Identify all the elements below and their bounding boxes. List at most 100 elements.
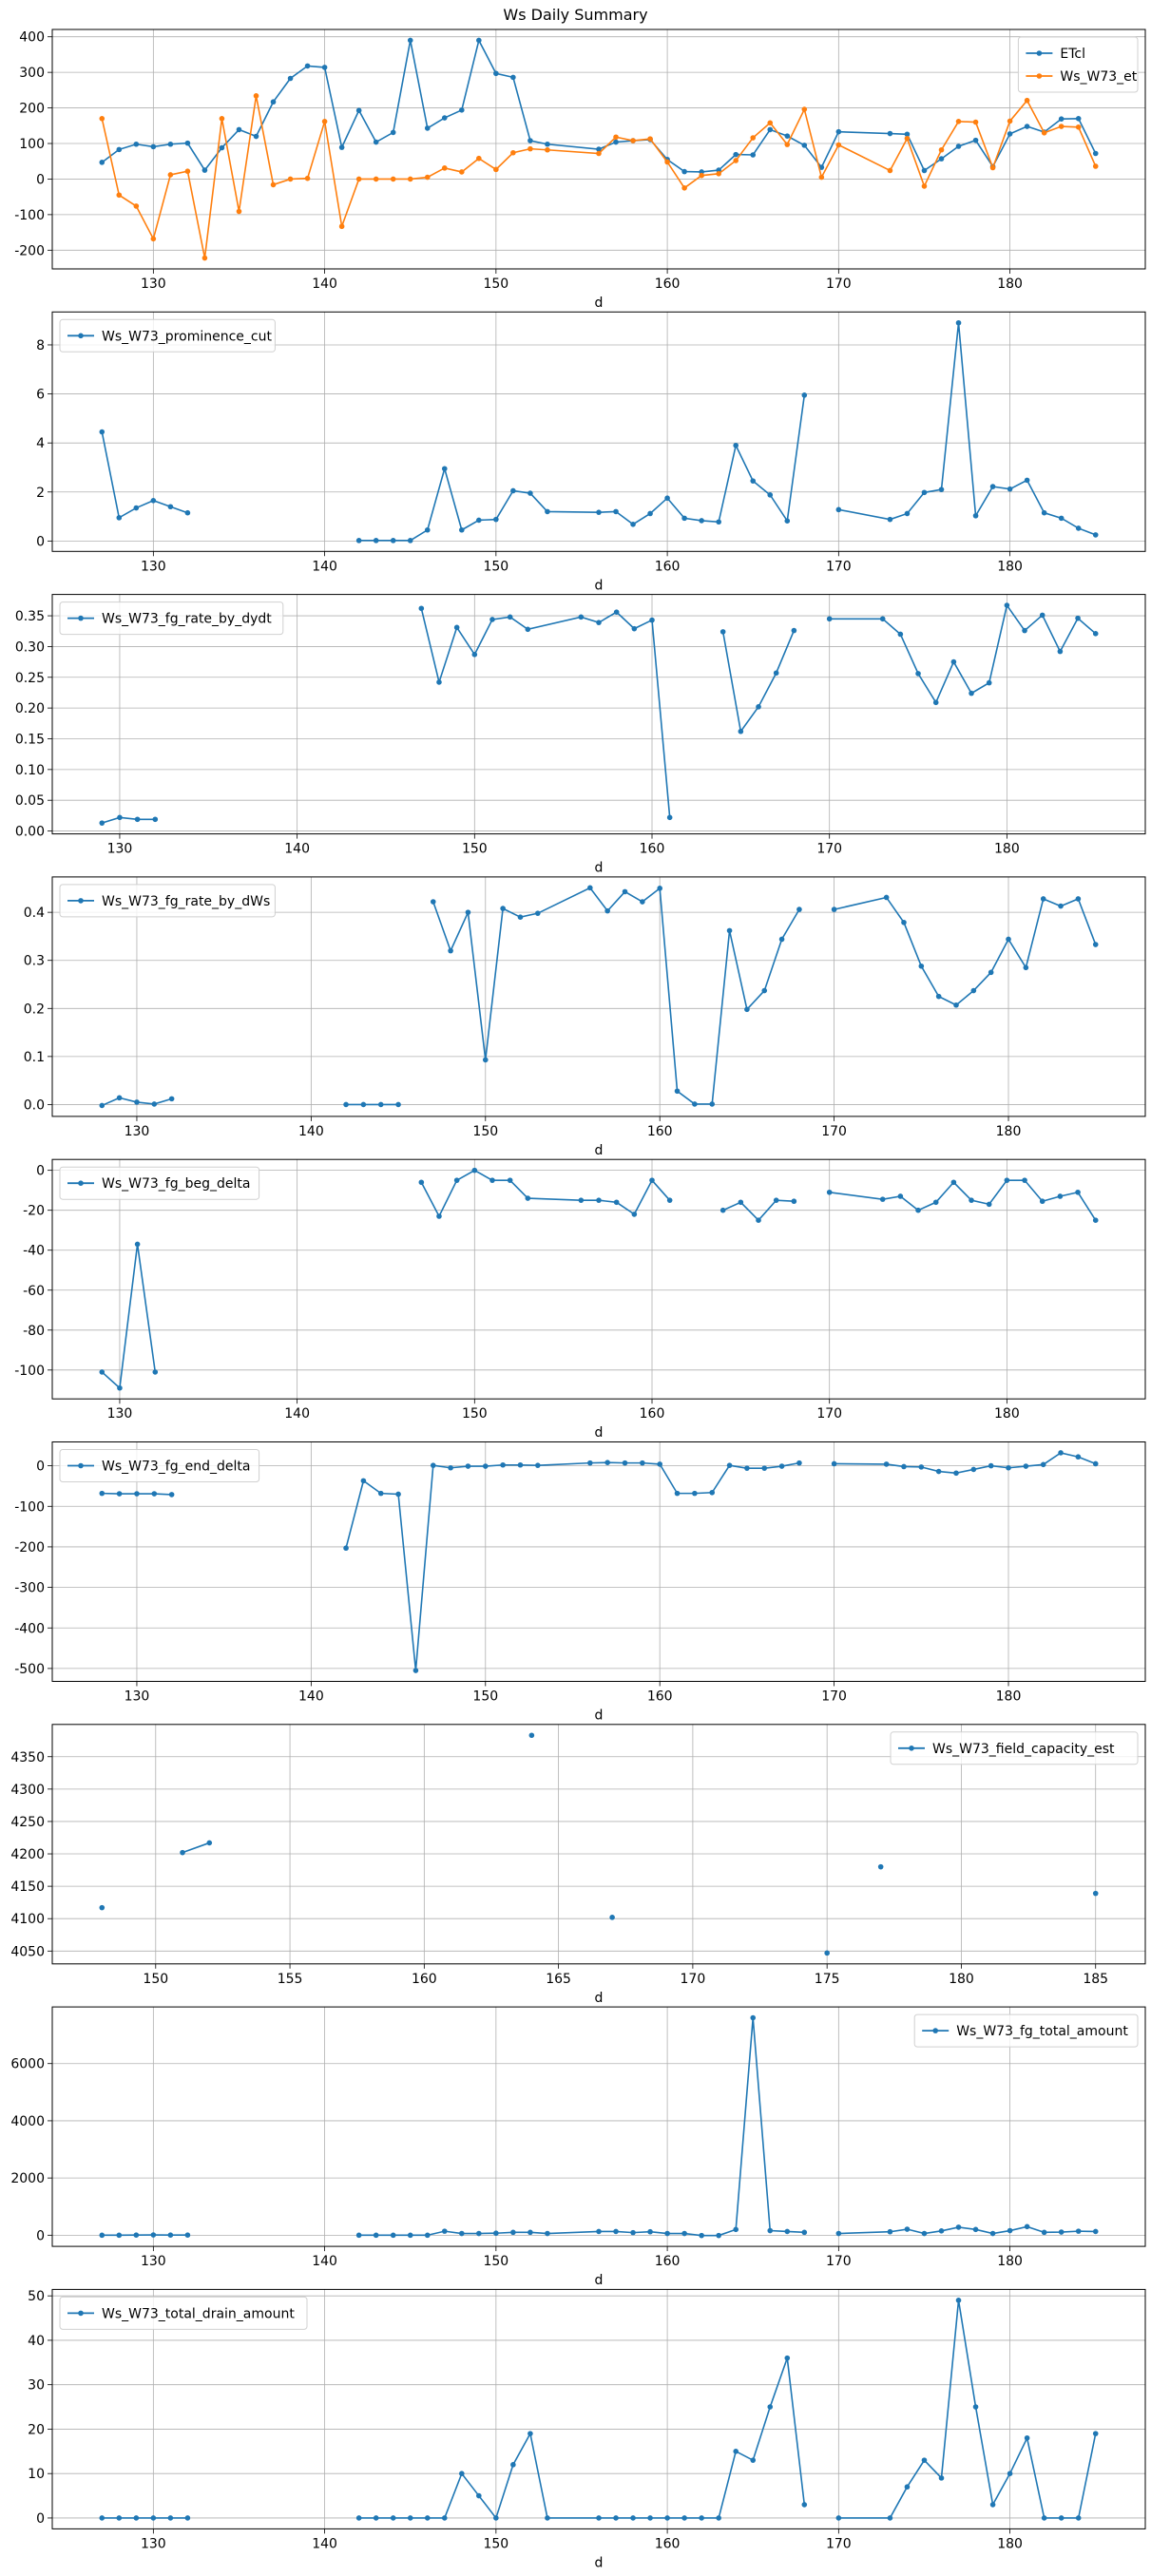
data-point-Ws_W73_fg_beg_delta — [1057, 1193, 1064, 1199]
data-point-Ws_W73_fg_total_amount — [699, 2232, 704, 2239]
data-point-Ws_W73_fg_beg_delta — [950, 1179, 957, 1186]
data-point-Ws_W73_prominence_cut — [493, 516, 499, 523]
x-tick-label: 180 — [997, 277, 1023, 292]
x-tick-label: 170 — [826, 2536, 852, 2551]
data-point-Ws_W73_prominence_cut — [373, 538, 379, 544]
data-point-Ws_W73_et — [441, 165, 448, 171]
x-axis-label: d — [595, 1143, 604, 1158]
data-point-Ws_W73_fg_rate_by_dWs — [935, 993, 942, 1000]
data-point-Ws_W73_et — [528, 145, 533, 152]
data-point-Ws_W73_et — [647, 136, 653, 142]
data-point-Ws_W73_fg_rate_by_dWs — [377, 1101, 384, 1108]
legend-box — [59, 318, 276, 353]
legend-box — [59, 1449, 260, 1482]
data-point-Ws_W73_fg_rate_by_dWs — [99, 1102, 106, 1109]
data-point-Ws_W73_et — [373, 176, 379, 182]
data-point-Ws_W73_et — [801, 106, 808, 112]
data-point-Ws_W73_fg_rate_by_dydt — [932, 699, 939, 706]
y-tick-label: 0 — [36, 1164, 45, 1179]
data-point-ETcl — [1024, 124, 1030, 129]
data-point-Ws_W73_prominence_cut — [167, 504, 174, 510]
data-point-Ws_W73_fg_end_delta — [482, 1463, 489, 1469]
data-point-Ws_W73_fg_rate_by_dWs — [692, 1101, 698, 1107]
data-point-Ws_W73_et — [681, 185, 687, 191]
data-point-Ws_W73_fg_end_delta — [604, 1460, 610, 1465]
x-tick-label: 160 — [640, 842, 665, 857]
data-point-ETcl — [784, 133, 791, 139]
data-point-Ws_W73_fg_total_amount — [184, 2232, 191, 2238]
legend: Ws_W73_total_drain_amount — [59, 2296, 308, 2330]
subplot-2: 130 140 150 160 170 180 0 2 4 6 8 d Ws_W73_prominenc… — [36, 311, 1146, 593]
data-point-Ws_W73_fg_end_delta — [831, 1460, 837, 1467]
data-point-Ws_W73_fg_total_amount — [407, 2232, 413, 2239]
data-point-Ws_W73_fg_rate_by_dydt — [1039, 612, 1045, 619]
x-tick-label: 160 — [640, 1406, 665, 1422]
data-point-ETcl — [184, 140, 191, 146]
data-point-Ws_W73_prominence_cut — [424, 526, 431, 533]
data-point-Ws_W73_total_drain_amount — [921, 2457, 928, 2463]
y-tick-label: 0.00 — [15, 825, 45, 840]
data-point-Ws_W73_fg_rate_by_dWs — [360, 1101, 367, 1108]
data-point-Ws_W73_fg_total_amount — [424, 2232, 431, 2239]
data-point-Ws_W73_total_drain_amount — [476, 2492, 482, 2499]
x-tick-label: 180 — [997, 2536, 1023, 2551]
data-point-Ws_W73_fg_end_delta — [587, 1460, 593, 1466]
data-point-Ws_W73_fg_end_delta — [412, 1668, 419, 1673]
series-line-Ws_W73_fg_total_amount — [838, 2225, 1096, 2235]
y-tick-label: 0.30 — [15, 639, 45, 655]
series-line-Ws_W73_fg_end_delta — [345, 1461, 800, 1671]
data-point-ETcl — [441, 115, 448, 121]
data-point-ETcl — [476, 37, 482, 44]
data-point-Ws_W73_fg_rate_by_dydt — [879, 616, 886, 622]
data-point-Ws_W73_prominence_cut — [116, 515, 123, 521]
x-tick-label: 150 — [462, 1406, 488, 1422]
data-point-Ws_W73_prominence_cut — [904, 510, 911, 517]
data-point-Ws_W73_et — [390, 176, 396, 182]
x-tick-label: 140 — [284, 842, 310, 857]
data-point-Ws_W73_prominence_cut — [921, 489, 928, 496]
series-line-Ws_W73_total_drain_amount — [838, 2299, 1097, 2519]
y-tick-label: 10 — [28, 2467, 45, 2482]
data-point-Ws_W73_et — [972, 119, 979, 125]
data-point-ETcl — [321, 65, 328, 70]
data-point-Ws_W73_fg_rate_by_dydt — [613, 609, 620, 615]
data-point-Ws_W73_total_drain_amount — [1075, 2515, 1082, 2521]
data-point-Ws_W73_total_drain_amount — [493, 2515, 499, 2521]
x-tick-label: 160 — [655, 277, 681, 292]
data-point-Ws_W73_fg_rate_by_dWs — [1058, 903, 1064, 909]
data-point-Ws_W73_fg_rate_by_dWs — [134, 1099, 140, 1105]
data-point-Ws_W73_fg_beg_delta — [738, 1199, 744, 1206]
data-point-ETcl — [681, 168, 687, 175]
data-point-ETcl — [938, 156, 945, 162]
data-point-Ws_W73_fg_rate_by_dWs — [1023, 964, 1029, 971]
data-point-Ws_W73_fg_rate_by_dydt — [418, 605, 425, 612]
series-line-Ws_W73_fg_rate_by_dydt — [721, 630, 796, 734]
x-tick-label: 180 — [996, 1124, 1022, 1139]
subplot-9: 130 140 150 160 170 180 0 10 20 30 40 50 d Ws_W73_tot… — [28, 2288, 1146, 2570]
data-point-Ws_W73_total_drain_amount — [750, 2457, 757, 2463]
data-point-Ws_W73_prominence_cut — [1041, 509, 1047, 516]
data-point-Ws_W73_fg_rate_by_dydt — [99, 820, 106, 826]
y-tick-label: -400 — [14, 1621, 45, 1636]
data-point-Ws_W73_prominence_cut — [681, 515, 687, 522]
x-tick-label: 160 — [655, 2254, 681, 2269]
data-point-Ws_W73_et — [1041, 129, 1047, 136]
x-tick-label: 130 — [125, 1689, 150, 1705]
legend-box — [59, 1166, 260, 1200]
x-tick-label: 180 — [949, 1972, 974, 1987]
data-point-Ws_W73_field_capacity_est — [99, 1904, 106, 1911]
data-point-Ws_W73_fg_beg_delta — [525, 1195, 531, 1201]
data-point-Ws_W73_fg_rate_by_dWs — [343, 1101, 349, 1108]
data-point-Ws_W73_prominence_cut — [458, 526, 465, 533]
legend-box — [1017, 36, 1139, 93]
data-point-ETcl — [133, 141, 140, 147]
data-point-Ws_W73_fg_rate_by_dWs — [744, 1006, 750, 1013]
subplot-3: 130 140 150 160 170 180 0.00 0.05 0.10 0.15 0.20 0.… — [15, 594, 1146, 876]
data-point-Ws_W73_et — [184, 168, 191, 175]
subplot-8: 130 140 150 160 170 180 0 2000 4000 6000 d Ws_W73_f… — [10, 2006, 1146, 2288]
data-point-Ws_W73_fg_beg_delta — [826, 1189, 833, 1195]
legend-label: Ws_W73_fg_rate_by_dWs — [102, 894, 270, 909]
data-point-Ws_W73_total_drain_amount — [733, 2449, 739, 2454]
data-point-Ws_W73_total_drain_amount — [767, 2404, 774, 2410]
data-point-Ws_W73_et — [664, 159, 670, 165]
